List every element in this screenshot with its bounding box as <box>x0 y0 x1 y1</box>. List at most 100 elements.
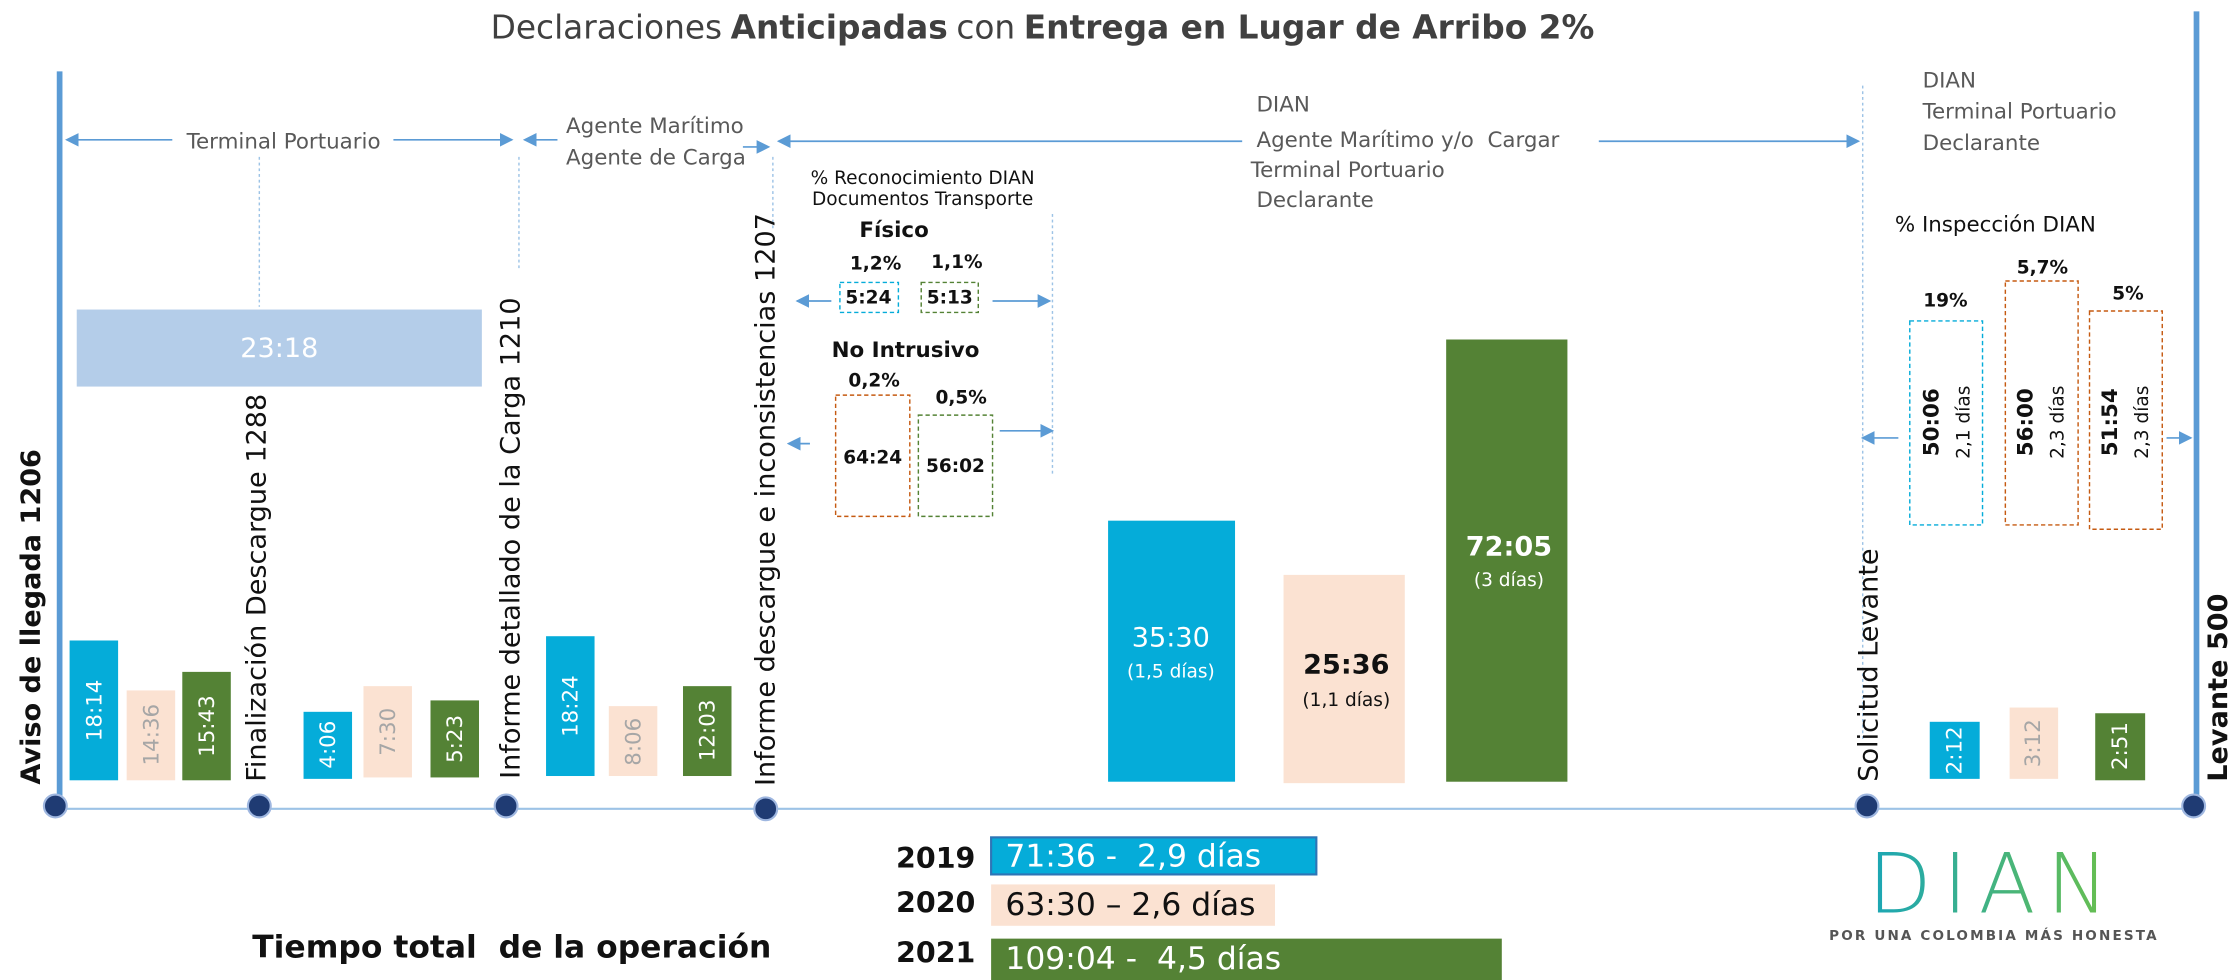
total-box-label: 23:18 <box>240 333 318 364</box>
bar <box>1283 574 1405 784</box>
year: 2019 <box>896 842 975 875</box>
total-value: 71:36 - 2,9 días <box>1005 838 1261 874</box>
actor-label: Terminal Portuario <box>1250 158 1445 183</box>
actor-label: Declarante <box>1923 131 2040 156</box>
pct: 1,2% <box>850 253 901 274</box>
pct: 19% <box>1923 290 1967 311</box>
pct: 0,2% <box>848 370 899 391</box>
bar-label: 7:30 <box>376 708 401 756</box>
actor-label: DIAN <box>1923 68 1976 93</box>
bar <box>608 706 658 777</box>
title-part: con <box>956 8 1015 46</box>
section-title: Documentos Transporte <box>812 189 1033 210</box>
total-label: Tiempo total de la operación <box>252 930 771 966</box>
milestone: Aviso de llegada 1206 <box>16 449 47 784</box>
title-part: Declaraciones <box>491 8 723 46</box>
dashed-box <box>2088 310 2163 530</box>
dashed-box <box>839 281 900 314</box>
bar-label: 14:36 <box>139 704 164 766</box>
time: 56:02 <box>926 456 985 477</box>
bar-label: 15:43 <box>195 695 220 757</box>
bar <box>1108 520 1236 782</box>
pct: 1,1% <box>931 252 982 273</box>
bar-label: 8:06 <box>621 718 646 766</box>
dashed-box <box>2004 280 2079 526</box>
bar <box>182 671 231 781</box>
bar-label: 18:24 <box>559 675 584 737</box>
milestone-dot <box>42 793 68 819</box>
dashed-box <box>920 281 979 314</box>
bar-label: 2:51 <box>2108 722 2133 770</box>
milestone: Levante 500 <box>2203 594 2234 782</box>
days: 2,3 días <box>2132 386 2153 459</box>
milestone-dot <box>753 796 779 822</box>
total-bar <box>990 836 1318 876</box>
time: 5:24 <box>845 288 891 309</box>
pct: 5% <box>2112 283 2143 304</box>
days: 2,3 días <box>2048 386 2069 459</box>
group-label: No Intrusivo <box>832 338 980 363</box>
days: 2,1 días <box>1953 386 1974 459</box>
time: 56:00 <box>2014 388 2039 456</box>
bar-label: 2:12 <box>1942 726 1967 774</box>
bar-label: 35:30 <box>1132 623 1210 654</box>
bar-sublabel: (1,1 días) <box>1302 690 1390 711</box>
milestone: Finalización Descargue 1288 <box>241 394 272 782</box>
actor-label: Agente de Carga <box>566 145 746 170</box>
bar <box>303 711 353 779</box>
logo: DIAN <box>1868 836 2120 933</box>
time: 5:13 <box>927 288 973 309</box>
year: 2021 <box>896 936 975 969</box>
dashed-box <box>1909 320 1984 526</box>
section-title: % Reconocimiento DIAN <box>811 168 1035 189</box>
total-value: 63:30 – 2,6 días <box>1005 887 1255 923</box>
bar-label: 4:06 <box>316 721 341 769</box>
bar <box>363 686 412 778</box>
actor-label: Agente Marítimo <box>566 114 744 139</box>
title-part: Entrega en Lugar de Arribo 2% <box>1024 8 1595 46</box>
bar <box>1929 721 1980 779</box>
bar-sublabel: (3 días) <box>1474 570 1544 591</box>
bar <box>69 640 119 781</box>
bar <box>1446 339 1568 782</box>
milestone: Solicitud Levante <box>1853 548 1884 781</box>
total-box <box>76 309 482 387</box>
time: 64:24 <box>843 447 902 468</box>
bar <box>546 636 595 777</box>
actor-label: Terminal Portuario <box>1922 100 2117 125</box>
actor-label: Declarante <box>1256 188 1373 213</box>
milestone: Informe descargue e inconsistencias 1207 <box>751 213 782 786</box>
year: 2020 <box>896 886 975 919</box>
milestone-dot <box>246 793 272 819</box>
milestone-dot <box>1854 793 1880 819</box>
time: 50:06 <box>1920 388 1945 456</box>
title: Declaraciones Anticipadas con Entrega en Lu… <box>491 8 1595 46</box>
pct: 0,5% <box>935 387 986 408</box>
title-part: Anticipadas <box>731 8 948 46</box>
pct: 5,7% <box>2017 258 2068 279</box>
bar <box>126 690 176 781</box>
group-label: Físico <box>859 218 928 243</box>
total-value: 109:04 - 4,5 días <box>1005 941 1281 977</box>
bar-label: 25:36 <box>1303 650 1389 681</box>
time: 51:54 <box>2098 388 2123 456</box>
bar-label: 18:14 <box>82 680 107 742</box>
logo-tagline: POR UNA COLOMBIA MÁS HONESTA <box>1829 927 2159 944</box>
actor-label: Terminal Portuario <box>186 130 381 155</box>
actor-label: Agente Marítimo y/o Cargar <box>1256 128 1559 153</box>
bar-label: 12:03 <box>696 700 721 762</box>
bar <box>682 686 732 777</box>
milestone-dot <box>493 793 519 819</box>
bar-sublabel: (1,5 días) <box>1127 661 1215 682</box>
bar <box>2095 713 2146 781</box>
total-bar <box>991 938 1502 980</box>
milestone-dot <box>2181 793 2207 819</box>
section-title: % Inspección DIAN <box>1895 212 2096 237</box>
bar-label: 72:05 <box>1466 531 1552 562</box>
dashed-box <box>917 414 994 518</box>
total-bar <box>991 884 1275 926</box>
bar <box>2009 707 2059 779</box>
bar-label: 5:23 <box>443 715 468 763</box>
milestone: Informe detallado de la Carga 1210 <box>495 297 526 779</box>
